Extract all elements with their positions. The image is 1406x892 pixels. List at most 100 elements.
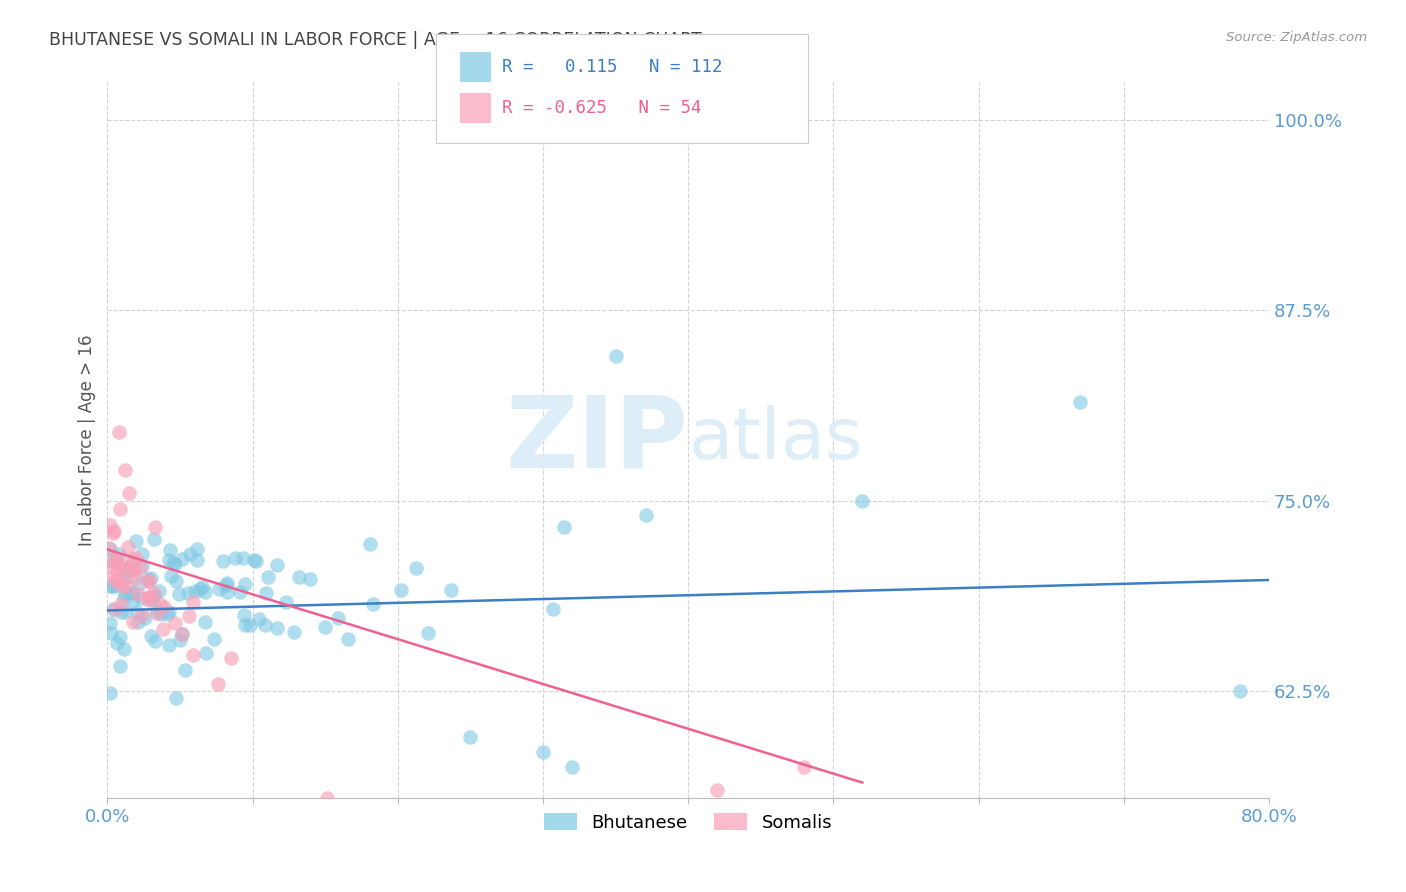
Text: atlas: atlas bbox=[688, 405, 862, 475]
Point bbox=[391, 582, 413, 597]
Point bbox=[314, 620, 336, 634]
Point bbox=[190, 580, 212, 594]
Point bbox=[104, 602, 127, 616]
Point bbox=[181, 648, 204, 662]
Point bbox=[207, 677, 229, 691]
Point bbox=[283, 624, 305, 639]
Point bbox=[287, 570, 309, 584]
Point bbox=[163, 557, 186, 571]
Point bbox=[101, 554, 124, 568]
Point bbox=[1229, 684, 1251, 698]
Point bbox=[114, 605, 136, 619]
Point bbox=[159, 569, 181, 583]
Point bbox=[103, 524, 125, 538]
Point bbox=[163, 616, 186, 631]
Point bbox=[108, 547, 131, 561]
Point bbox=[553, 519, 575, 533]
Point bbox=[245, 554, 267, 568]
Point bbox=[111, 579, 134, 593]
Point bbox=[101, 579, 124, 593]
Point bbox=[170, 627, 193, 641]
Point bbox=[143, 533, 166, 547]
Point bbox=[108, 658, 131, 673]
Point bbox=[460, 730, 482, 744]
Point bbox=[107, 558, 129, 572]
Point bbox=[174, 663, 197, 677]
Point bbox=[217, 585, 239, 599]
Text: R =   0.115   N = 112: R = 0.115 N = 112 bbox=[502, 58, 723, 76]
Point bbox=[243, 552, 266, 566]
Point bbox=[266, 621, 288, 635]
Point bbox=[440, 582, 463, 597]
Text: ZIP: ZIP bbox=[505, 392, 688, 488]
Point bbox=[98, 686, 121, 700]
Point bbox=[143, 520, 166, 534]
Point bbox=[186, 541, 208, 556]
Point bbox=[232, 551, 254, 566]
Point bbox=[316, 790, 339, 805]
Point bbox=[125, 605, 148, 619]
Point bbox=[143, 634, 166, 648]
Point bbox=[120, 585, 142, 599]
Point bbox=[145, 607, 167, 621]
Point bbox=[131, 559, 153, 574]
Point bbox=[405, 561, 427, 575]
Point bbox=[224, 551, 246, 566]
Point bbox=[110, 597, 132, 611]
Point bbox=[124, 550, 146, 565]
Y-axis label: In Labor Force | Age > 16: In Labor Force | Age > 16 bbox=[79, 334, 96, 546]
Point bbox=[131, 607, 153, 622]
Point bbox=[186, 553, 208, 567]
Point bbox=[108, 630, 131, 644]
Point bbox=[219, 650, 242, 665]
Point bbox=[124, 571, 146, 585]
Point bbox=[170, 552, 193, 566]
Point bbox=[337, 632, 360, 647]
Point bbox=[179, 547, 201, 561]
Point bbox=[165, 574, 187, 588]
Point bbox=[112, 591, 135, 606]
Point bbox=[114, 463, 136, 477]
Text: BHUTANESE VS SOMALI IN LABOR FORCE | AGE > 16 CORRELATION CHART: BHUTANESE VS SOMALI IN LABOR FORCE | AGE… bbox=[49, 31, 702, 49]
Point bbox=[129, 576, 152, 591]
Point bbox=[104, 579, 127, 593]
Point bbox=[361, 597, 384, 611]
Point bbox=[239, 617, 262, 632]
Point bbox=[110, 605, 132, 619]
Legend: Bhutanese, Somalis: Bhutanese, Somalis bbox=[537, 806, 839, 838]
Point bbox=[117, 579, 139, 593]
Point bbox=[851, 493, 873, 508]
Point bbox=[122, 615, 145, 629]
Point bbox=[212, 554, 235, 568]
Point bbox=[127, 587, 149, 601]
Point bbox=[793, 760, 815, 774]
Point bbox=[105, 555, 128, 569]
Point bbox=[142, 590, 165, 604]
Point bbox=[179, 609, 201, 624]
Point bbox=[188, 582, 211, 597]
Point bbox=[233, 577, 256, 591]
Point bbox=[128, 561, 150, 575]
Point bbox=[543, 602, 565, 616]
Point bbox=[139, 571, 162, 585]
Point bbox=[97, 541, 120, 555]
Point bbox=[101, 555, 124, 569]
Point bbox=[159, 552, 181, 566]
Point bbox=[202, 632, 225, 646]
Point bbox=[115, 570, 138, 584]
Point bbox=[233, 618, 256, 632]
Point bbox=[121, 558, 143, 572]
Point bbox=[247, 612, 270, 626]
Point bbox=[194, 584, 217, 599]
Point bbox=[170, 627, 193, 641]
Point bbox=[127, 615, 149, 630]
Point bbox=[162, 556, 184, 570]
Point bbox=[138, 574, 160, 589]
Point bbox=[152, 622, 174, 636]
Point bbox=[121, 594, 143, 608]
Point bbox=[159, 605, 181, 619]
Point bbox=[157, 639, 180, 653]
Point bbox=[145, 604, 167, 618]
Point bbox=[122, 586, 145, 600]
Point bbox=[326, 610, 349, 624]
